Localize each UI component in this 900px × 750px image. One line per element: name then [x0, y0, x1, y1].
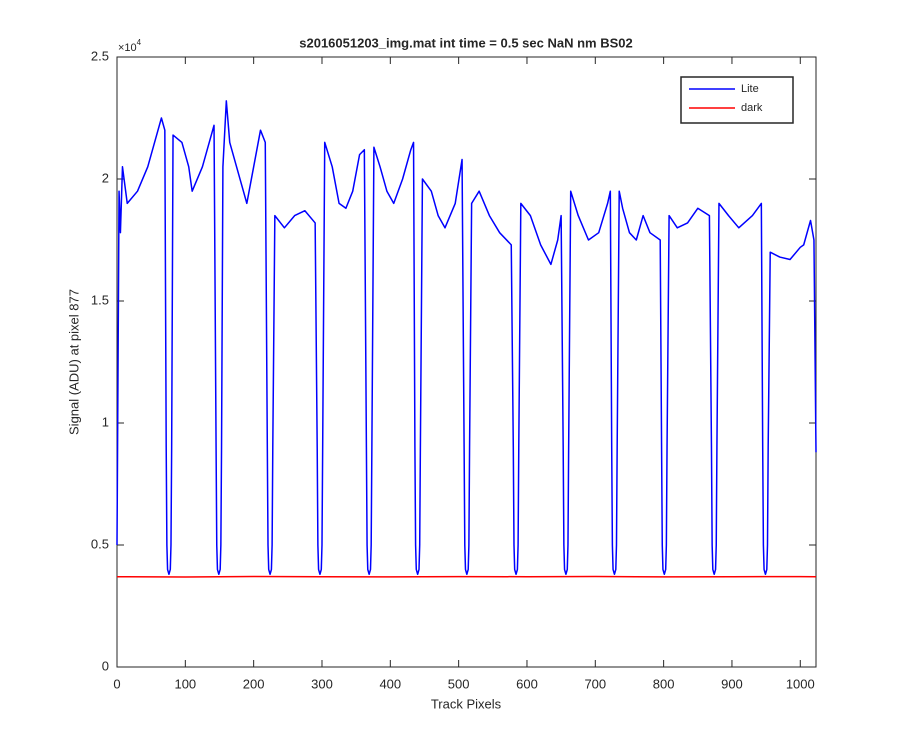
x-tick-label: 1000: [786, 676, 815, 691]
y-tick-label: 1: [102, 414, 109, 429]
plot-area: [116, 56, 817, 668]
x-tick-label: 700: [584, 676, 606, 691]
x-tick-label: 900: [721, 676, 743, 691]
y-multiplier-exponent: 4: [137, 38, 142, 47]
y-tick-label: 2.5: [91, 48, 109, 63]
y-tick-label: 2: [102, 170, 109, 185]
y-axis-label: Signal (ADU) at pixel 877: [66, 289, 81, 435]
legend-label: Lite: [741, 83, 759, 95]
y-tick-label: 1.5: [91, 292, 109, 307]
x-tick-label: 500: [448, 676, 470, 691]
y-tick-label: 0: [102, 658, 109, 673]
y-tick-label: 0.5: [91, 536, 109, 551]
legend-box: [680, 76, 794, 124]
x-axis-label: Track Pixels: [431, 696, 502, 711]
x-tick-label: 400: [379, 676, 401, 691]
x-tick-label: 600: [516, 676, 538, 691]
x-tick-label: 0: [113, 676, 120, 691]
chart-title: s2016051203_img.mat int time = 0.5 sec N…: [299, 35, 633, 50]
x-tick-label: 200: [243, 676, 265, 691]
y-multiplier-base: ×10: [118, 42, 137, 54]
series-line: [116, 100, 817, 576]
x-tick-label: 800: [653, 676, 675, 691]
x-tick-label: 100: [174, 676, 196, 691]
y-multiplier: ×104: [118, 38, 142, 54]
x-tick-label: 300: [311, 676, 333, 691]
legend-label: dark: [741, 102, 763, 114]
